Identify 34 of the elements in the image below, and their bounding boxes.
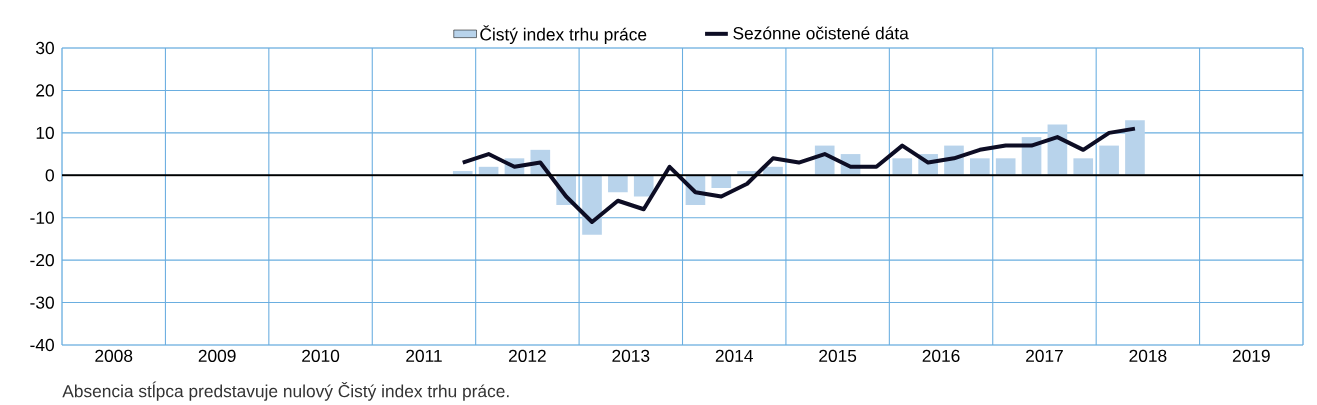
x-tick-label: 2008 bbox=[95, 349, 133, 362]
bar bbox=[1125, 120, 1145, 176]
x-tick-label: 2018 bbox=[1129, 349, 1167, 362]
x-tick-label: 2011 bbox=[406, 349, 442, 362]
x-tick-label: 2009 bbox=[198, 349, 236, 362]
x-tick-label: 2015 bbox=[819, 349, 857, 362]
x-tick-label: 2014 bbox=[715, 349, 753, 362]
bar bbox=[582, 175, 602, 235]
line-series bbox=[460, 126, 1137, 224]
x-tick-label: 2012 bbox=[508, 349, 546, 362]
bar bbox=[970, 158, 990, 176]
bar bbox=[711, 175, 732, 189]
legend-label: Sezónne očistené dáta bbox=[733, 26, 909, 40]
bar bbox=[995, 158, 1016, 176]
y-tick-label: -10 bbox=[30, 211, 54, 224]
x-tick-label: 2019 bbox=[1232, 349, 1270, 362]
x-tick-label: 2010 bbox=[302, 349, 340, 362]
legend-label: Čistý index trhu práce bbox=[480, 25, 647, 45]
x-tick-label: 2016 bbox=[922, 349, 960, 362]
x-tick-label: 2013 bbox=[612, 349, 650, 362]
bar bbox=[633, 175, 654, 197]
y-tick-label: 20 bbox=[36, 84, 54, 97]
y-tick-label: 30 bbox=[36, 41, 54, 55]
text: Absencia stĺpca predstavuje nulový Čistý index trhu práce. bbox=[62, 381, 509, 401]
bar bbox=[1073, 158, 1094, 176]
bar bbox=[608, 175, 628, 193]
x-tick-label: 2017 bbox=[1026, 349, 1063, 362]
y-tick-label: -30 bbox=[30, 296, 54, 309]
y-tick-label: 10 bbox=[36, 126, 54, 139]
bar bbox=[892, 158, 913, 176]
bar bbox=[1099, 145, 1119, 176]
y-tick-label: -20 bbox=[30, 254, 54, 267]
y-tick-label: -40 bbox=[30, 338, 54, 352]
y-tick-label: 0 bbox=[45, 169, 54, 182]
